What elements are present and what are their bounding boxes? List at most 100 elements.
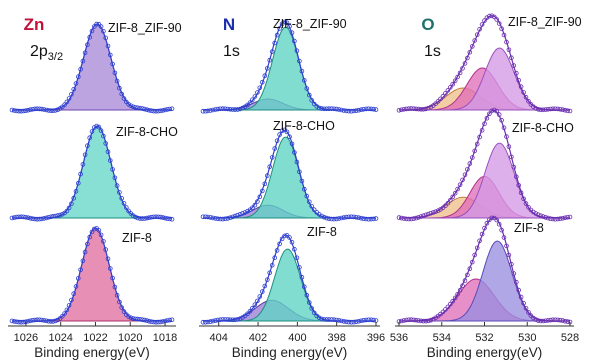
data-point (543, 215, 548, 220)
data-point (462, 278, 468, 283)
data-point (269, 155, 275, 160)
data-point (423, 318, 429, 324)
data-point (309, 98, 315, 103)
data-point (450, 298, 456, 304)
data-point (538, 213, 543, 219)
data-point (499, 117, 504, 123)
x-axis-title: Binding energy(eV) (232, 345, 348, 360)
data-point (87, 34, 92, 40)
data-point (167, 106, 173, 112)
data-point (513, 70, 519, 76)
data-point (105, 256, 111, 262)
data-point (78, 171, 83, 177)
data-point (112, 284, 118, 290)
orbital-label: 1s (223, 43, 240, 60)
data-point (482, 121, 487, 127)
data-point (18, 108, 24, 114)
data-point (48, 108, 54, 113)
data-point (496, 221, 502, 227)
panel-n: N 1s ZIF-8_ZIF-90 ZIF-8-CHO ZIF-8 404 402 400 39… (199, 15, 385, 360)
data-point (368, 317, 374, 323)
data-point (361, 107, 366, 112)
data-point (82, 152, 88, 158)
data-point (301, 284, 307, 290)
data-point (326, 317, 332, 322)
sample-label: ZIF-8-CHO (512, 121, 574, 135)
data-point (21, 214, 26, 220)
data-point (240, 211, 245, 216)
data-point (306, 300, 312, 305)
data-point (548, 216, 553, 222)
data-point (535, 107, 541, 112)
data-point (450, 81, 456, 87)
data-point (103, 35, 108, 41)
data-point (272, 255, 278, 261)
data-point (165, 318, 170, 323)
data-point (457, 287, 463, 293)
data-point (443, 307, 448, 312)
data-point (545, 215, 551, 221)
data-point (289, 239, 295, 245)
data-point (41, 318, 47, 323)
data-point (121, 309, 127, 314)
data-point (316, 105, 322, 111)
data-point (399, 318, 404, 324)
data-point (9, 318, 15, 324)
data-point (43, 318, 49, 324)
data-point (428, 317, 434, 323)
data-point (220, 317, 226, 322)
data-point (399, 107, 404, 113)
data-point (467, 266, 473, 272)
data-point (245, 102, 250, 108)
data-point (140, 216, 145, 221)
data-point (506, 144, 512, 149)
data-point (371, 317, 376, 323)
data-point (230, 317, 236, 323)
data-point (351, 214, 357, 220)
data-point (567, 108, 573, 114)
data-point (9, 215, 15, 221)
data-point (329, 317, 334, 322)
data-point (140, 317, 145, 323)
data-point (48, 319, 54, 324)
data-point (208, 319, 213, 324)
data-point (158, 319, 163, 325)
data-point (516, 78, 521, 83)
data-point (306, 199, 312, 205)
data-point (319, 106, 324, 111)
data-point (64, 208, 70, 214)
data-point (210, 318, 216, 324)
data-point (311, 310, 317, 316)
data-point (428, 211, 434, 216)
data-point (457, 182, 463, 188)
data-point (108, 266, 113, 271)
data-point (433, 209, 438, 215)
data-point (445, 304, 451, 310)
data-point (30, 216, 35, 222)
data-point (557, 107, 563, 112)
data-point (363, 317, 369, 323)
data-point (149, 108, 154, 113)
data-point (117, 299, 122, 305)
data-point (533, 317, 539, 322)
sample-label: ZIF-8 (307, 225, 337, 239)
data-point (16, 214, 22, 220)
data-point (287, 24, 292, 29)
data-point (462, 61, 468, 66)
data-point (277, 132, 282, 137)
data-point (334, 216, 339, 222)
data-point (450, 194, 456, 200)
data-point (18, 319, 24, 325)
data-point (262, 73, 268, 78)
data-point (210, 107, 216, 113)
data-point (509, 154, 514, 160)
data-point (479, 128, 485, 133)
data-point (341, 108, 347, 113)
sample-label: ZIF-8 (514, 221, 544, 235)
data-point (346, 108, 352, 114)
x-tick-label: 536 (390, 332, 408, 344)
data-point (96, 124, 102, 130)
data-point (208, 108, 213, 113)
data-point (269, 49, 275, 54)
data-point (421, 107, 426, 112)
